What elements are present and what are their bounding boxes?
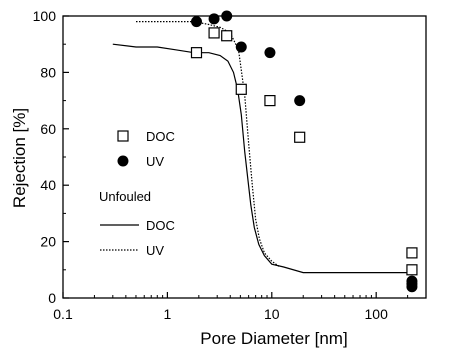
doc-data-point	[190, 47, 203, 59]
doc-data-point	[235, 83, 247, 95]
legend-doc-marker	[117, 130, 129, 142]
legend: DOC UV Unfouled DOC UV	[99, 129, 175, 258]
x-tick-label: 10	[264, 306, 280, 322]
y-tick-label: 80	[40, 64, 56, 80]
doc-data-point	[294, 131, 306, 143]
uv-data-point	[294, 95, 306, 107]
y-tick-label: 40	[40, 177, 56, 193]
legend-doc-label: DOC	[146, 129, 175, 144]
uv-data-point	[208, 13, 220, 25]
x-tick-label: 0.1	[53, 306, 73, 322]
doc-data-point	[221, 30, 233, 42]
doc-data-point	[208, 27, 220, 39]
uv-data-point	[264, 47, 276, 59]
x-axis-ticks: 0.1 1 10 100	[53, 292, 409, 322]
x-axis-title: Pore Diameter [nm]	[200, 329, 347, 348]
uv-data-point	[406, 281, 418, 293]
doc-data-point	[406, 264, 418, 276]
y-axis-ticks: 0 20 40 60 80 100	[33, 8, 69, 306]
y-tick-label: 0	[48, 290, 56, 306]
y-tick-label: 20	[40, 234, 56, 250]
x-tick-label: 1	[163, 306, 171, 322]
doc-unfouled-line	[112, 43, 414, 274]
legend-uv-marker	[117, 155, 129, 167]
series-layer	[112, 10, 418, 293]
uv-data-point	[190, 16, 202, 28]
doc-data-point	[264, 94, 276, 107]
y-axis-title: Rejection [%]	[10, 108, 29, 208]
plot-area	[62, 15, 427, 299]
doc-data-point	[406, 247, 418, 259]
legend-heading: Unfouled	[99, 189, 151, 204]
x-tick-label: 100	[365, 306, 389, 322]
uv-data-point	[221, 10, 233, 22]
y-tick-label: 100	[33, 8, 57, 24]
y-tick-label: 60	[40, 121, 56, 137]
legend-doc-line-label: DOC	[146, 218, 175, 233]
legend-uv-label: UV	[146, 154, 164, 169]
legend-uv-line-label: UV	[146, 243, 164, 258]
uv-data-point	[235, 41, 247, 53]
